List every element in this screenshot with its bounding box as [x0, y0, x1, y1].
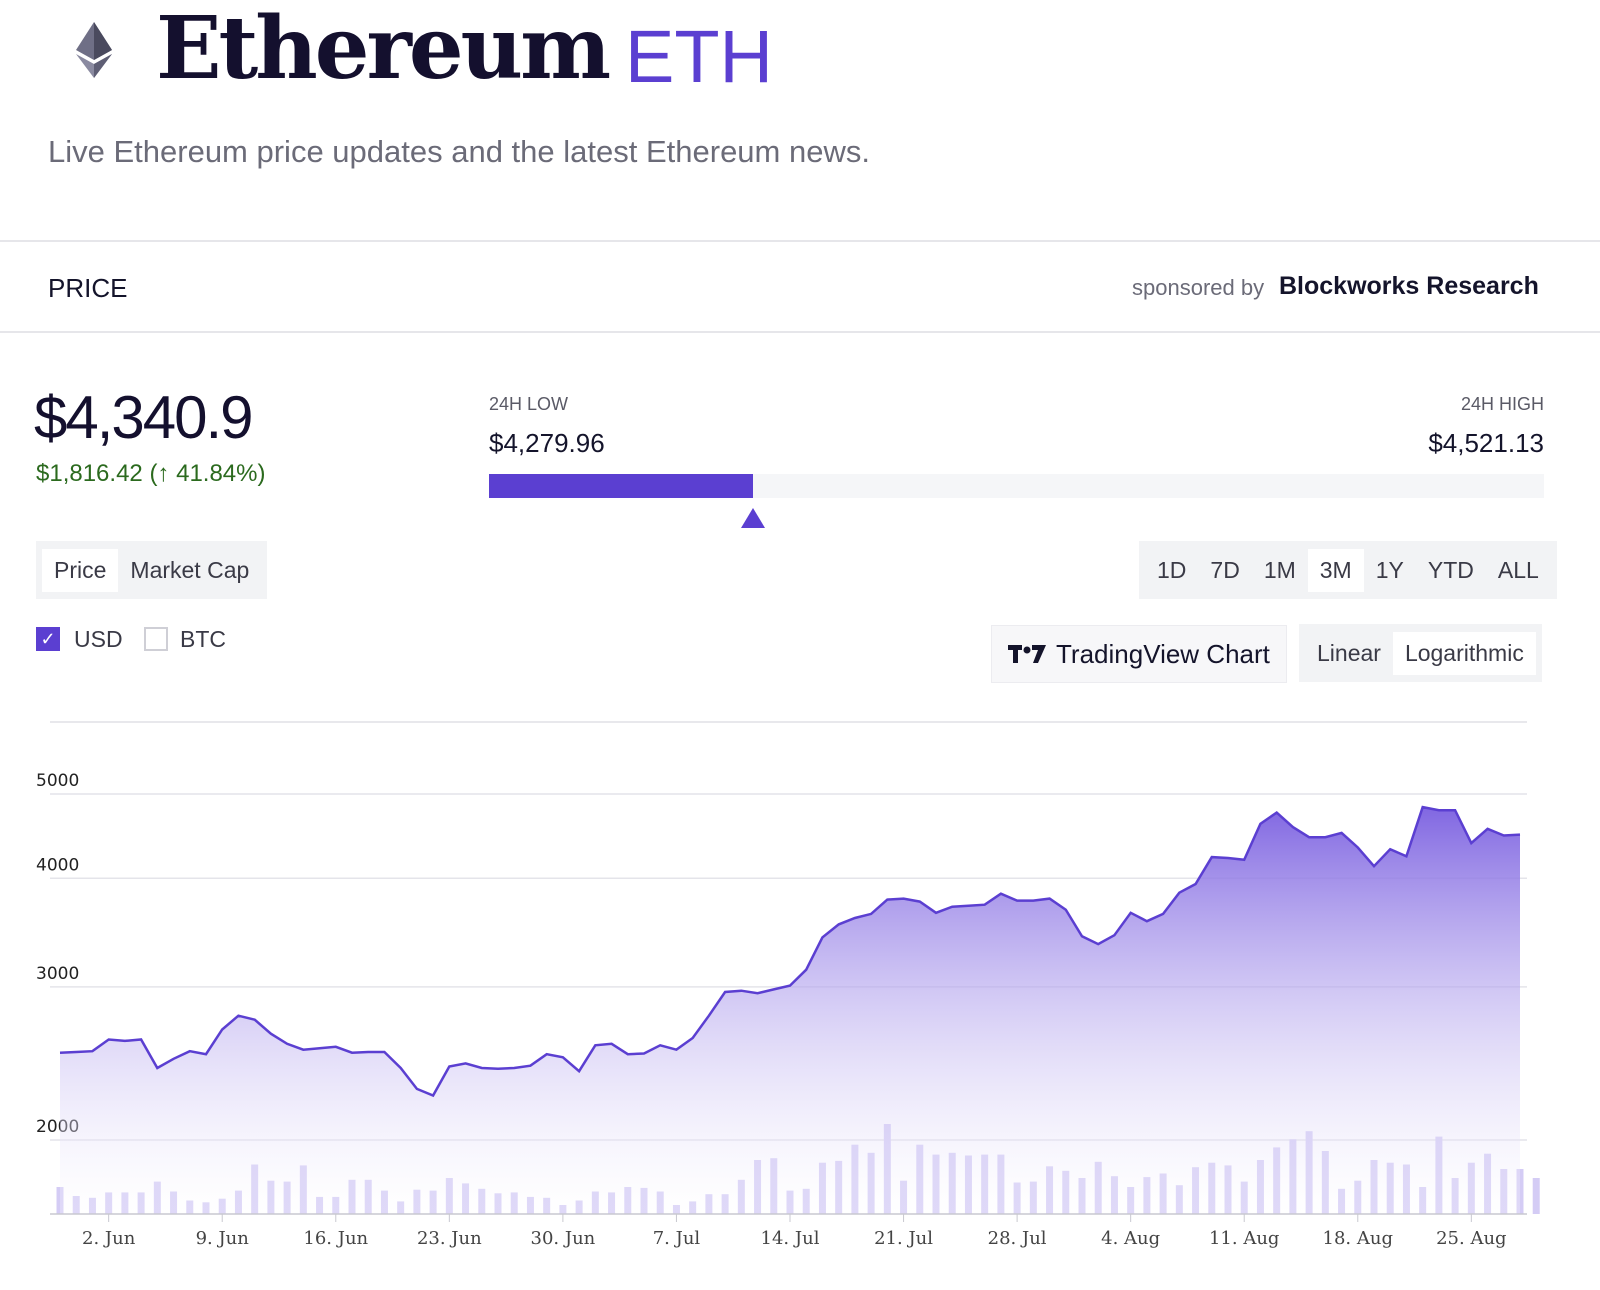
x-tick-label: 4. Aug — [1101, 1228, 1160, 1249]
x-tick-label: 9. Jun — [196, 1228, 250, 1249]
time-range-toggle: 1D 7D 1M 3M 1Y YTD ALL — [1139, 541, 1557, 599]
current-price-marker-icon — [740, 508, 765, 528]
volume-bar — [1532, 1178, 1540, 1214]
range-3m-button[interactable]: 3M — [1307, 548, 1364, 592]
sponsor-link[interactable]: Blockworks Research — [1279, 272, 1539, 300]
24h-range-track — [489, 474, 1544, 498]
usd-label[interactable]: USD — [74, 626, 123, 652]
range-all-button[interactable]: ALL — [1497, 556, 1539, 583]
24h-range-fill — [489, 474, 753, 498]
divider — [0, 240, 1600, 242]
sponsored-prefix: sponsored by — [1132, 275, 1265, 300]
divider — [0, 331, 1600, 333]
tradingview-label: TradingView Chart — [1056, 638, 1270, 669]
24h-high-value: $4,521.13 — [1428, 428, 1544, 458]
section-label: PRICE — [48, 273, 128, 303]
tab-market-cap[interactable]: Market Cap — [130, 556, 250, 583]
scale-linear-button[interactable]: Linear — [1317, 639, 1381, 666]
x-tick-label: 14. Jul — [761, 1228, 820, 1249]
x-tick-label: 11. Aug — [1209, 1228, 1279, 1249]
range-7d-button[interactable]: 7D — [1210, 556, 1240, 583]
metric-toggle: Price Market Cap — [36, 541, 268, 599]
x-tick-label: 18. Aug — [1323, 1228, 1393, 1249]
x-tick-label: 21. Jul — [874, 1228, 933, 1249]
page-subtitle: Live Ethereum price updates and the late… — [48, 134, 870, 169]
scale-toggle: Linear Logarithmic — [1299, 624, 1542, 682]
usd-checkbox[interactable]: ✓ — [36, 627, 60, 651]
tab-price[interactable]: Price — [42, 548, 119, 592]
scale-logarithmic-button[interactable]: Logarithmic — [1392, 631, 1536, 675]
range-1m-button[interactable]: 1M — [1263, 556, 1296, 583]
page-title: Ethereum — [156, 0, 611, 99]
current-price: $4,340.9 — [34, 384, 254, 451]
x-tick-label: 7. Jul — [653, 1228, 701, 1249]
x-tick-label: 16. Jun — [303, 1228, 368, 1249]
x-tick-label: 25. Aug — [1436, 1228, 1506, 1249]
range-ytd-button[interactable]: YTD — [1427, 556, 1474, 583]
range-1y-button[interactable]: 1Y — [1375, 556, 1404, 583]
24h-low-label: 24H LOW — [489, 394, 569, 414]
range-1d-button[interactable]: 1D — [1157, 556, 1187, 583]
y-tick-label: 4000 — [36, 855, 79, 875]
tradingview-chart-button[interactable]: TradingView Chart — [991, 625, 1287, 683]
price-change: $1,816.42 (↑ 41.84%) — [36, 460, 266, 487]
24h-low-value: $4,279.96 — [489, 428, 605, 458]
x-tick-label: 28. Jul — [988, 1228, 1047, 1249]
ticker-symbol: ETH — [625, 15, 773, 98]
y-tick-label: 3000 — [36, 964, 79, 984]
ethereum-logo-icon — [76, 22, 112, 78]
btc-checkbox[interactable] — [144, 627, 168, 651]
x-tick-label: 2. Jun — [82, 1228, 136, 1249]
tradingview-logo-icon — [1008, 645, 1046, 663]
y-tick-label: 5000 — [36, 771, 79, 791]
x-tick-label: 23. Jun — [417, 1228, 482, 1249]
price-area — [60, 807, 1520, 1214]
24h-high-label: 24H HIGH — [1460, 394, 1544, 414]
btc-label[interactable]: BTC — [180, 626, 226, 652]
price-line — [59, 805, 1521, 1098]
x-tick-label: 30. Jun — [531, 1228, 596, 1249]
